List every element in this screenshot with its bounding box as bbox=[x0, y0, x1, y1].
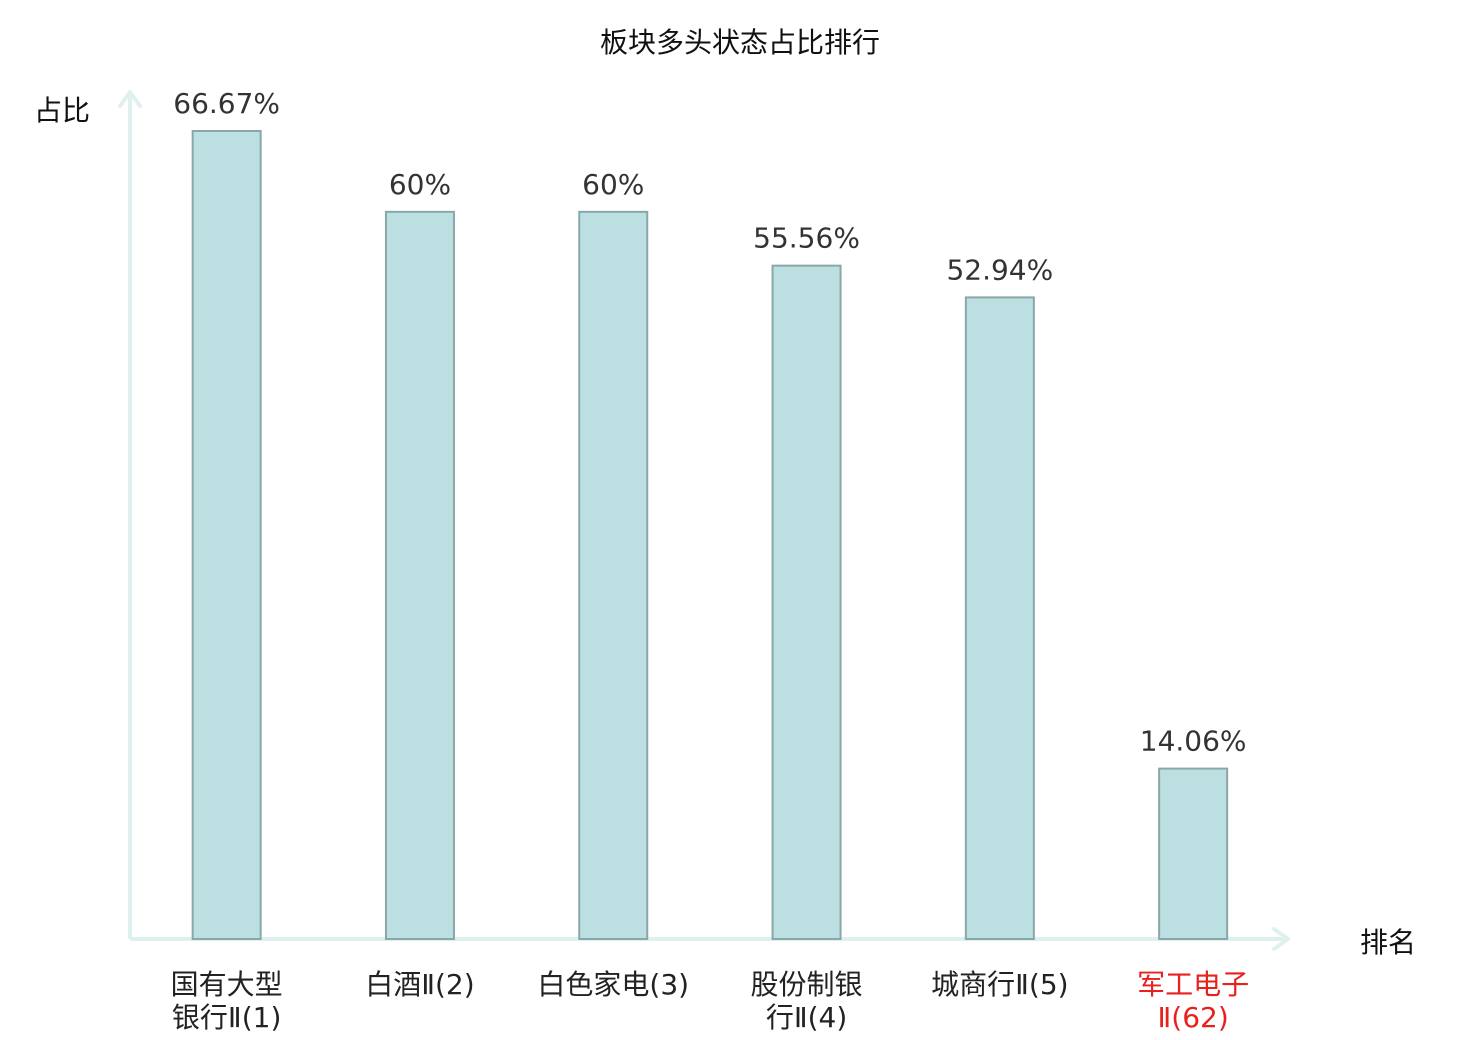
value-label-1: 66.67% bbox=[173, 87, 280, 120]
category-label-line: 军工电子 bbox=[1137, 968, 1249, 1001]
category-label-line: Ⅱ(62) bbox=[1158, 1001, 1229, 1034]
bars bbox=[191, 130, 1229, 940]
x-axis-title: 排名 bbox=[1360, 926, 1416, 959]
category-label-3: 白色家电(3) bbox=[537, 968, 689, 1001]
value-label-4: 55.56% bbox=[753, 222, 860, 255]
value-label-6: 14.06% bbox=[1140, 725, 1247, 758]
y-axis-title: 占比 bbox=[34, 94, 90, 127]
value-label-3: 60% bbox=[582, 168, 644, 201]
category-label-6: 军工电子 Ⅱ(62) bbox=[1137, 968, 1249, 1034]
y-axis-arrow-icon bbox=[118, 90, 142, 108]
category-label-line: 白色家电(3) bbox=[537, 968, 689, 1001]
bar-5 bbox=[964, 296, 1035, 940]
bar-3 bbox=[578, 210, 649, 940]
chart-title: 板块多头状态占比排行 bbox=[600, 26, 880, 59]
value-labels: 66.67% 60% 60% 55.56% 52.94% 14.06% bbox=[173, 87, 1246, 758]
category-label-5: 城商行Ⅱ(5) bbox=[931, 968, 1068, 1001]
category-label-line: 行Ⅱ(4) bbox=[766, 1001, 847, 1034]
bar-1 bbox=[191, 130, 262, 940]
category-label-2: 白酒Ⅱ(2) bbox=[365, 968, 474, 1001]
value-label-2: 60% bbox=[389, 168, 451, 201]
value-label-5: 52.94% bbox=[946, 253, 1053, 286]
bar-2 bbox=[384, 210, 455, 940]
category-label-line: 白酒Ⅱ(2) bbox=[365, 968, 474, 1001]
category-labels: 国有大型银行Ⅱ(1) 白酒Ⅱ(2) 白色家电(3) 股份制银行Ⅱ(4) 城商行Ⅱ(5) 军… bbox=[171, 968, 1250, 1034]
category-label-line: 银行Ⅱ(1) bbox=[172, 1001, 281, 1034]
axes bbox=[118, 90, 1290, 951]
bar-6 bbox=[1158, 767, 1229, 940]
category-label-line: 股份制银 bbox=[751, 968, 863, 1001]
category-label-1: 国有大型银行Ⅱ(1) bbox=[171, 968, 283, 1034]
bar-4 bbox=[771, 264, 842, 940]
category-label-line: 国有大型 bbox=[171, 968, 283, 1001]
x-axis-arrow-icon bbox=[1272, 927, 1290, 951]
category-label-line: 城商行Ⅱ(5) bbox=[931, 968, 1068, 1001]
category-label-4: 股份制银行Ⅱ(4) bbox=[751, 968, 863, 1034]
